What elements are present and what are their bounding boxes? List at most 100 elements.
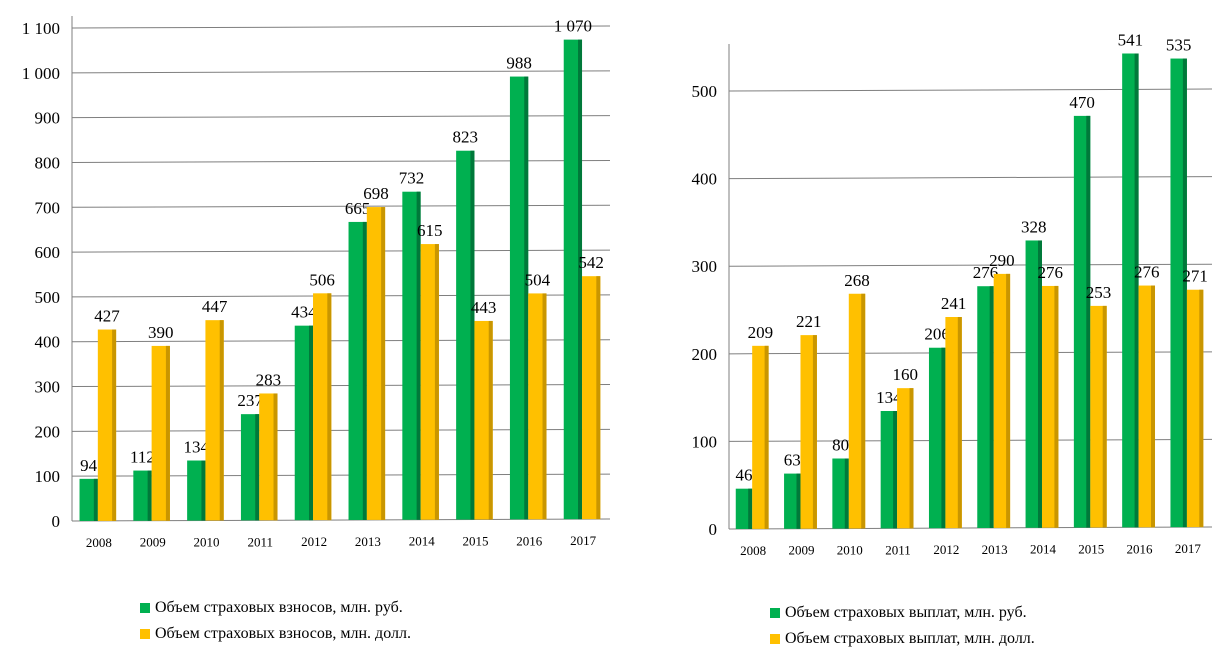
data-label: 698 <box>363 184 389 203</box>
bar-side <box>1006 273 1011 528</box>
bar <box>456 150 475 520</box>
bar <box>528 293 547 520</box>
y-tick-label: 700 <box>35 198 61 217</box>
bar-side <box>327 293 332 521</box>
y-tick-label: 400 <box>692 170 718 189</box>
y-tick-label: 500 <box>35 288 61 307</box>
gridline <box>728 176 1213 180</box>
data-label: 253 <box>1086 283 1112 302</box>
data-label: 80 <box>832 435 849 454</box>
bar <box>402 191 421 520</box>
data-label: 237 <box>237 391 263 410</box>
bar <box>928 347 946 529</box>
x-tick-label: 2011 <box>885 542 911 557</box>
y-tick-label: 800 <box>35 153 61 172</box>
premiums-legend: Объем страховых взносов, млн. руб. Объем… <box>140 595 411 647</box>
data-label: 427 <box>94 307 120 326</box>
legend-label: Объем страховых выплат, млн. руб. <box>785 604 1027 621</box>
bar-side <box>1102 305 1107 528</box>
data-label: 134 <box>184 438 210 457</box>
data-label: 290 <box>989 251 1015 270</box>
bar-side <box>796 473 801 529</box>
bar-side <box>112 329 117 521</box>
legend-item-payouts-usd: Объем страховых выплат, млн. долл. <box>770 626 1035 652</box>
legend-swatch-yellow <box>770 634 780 644</box>
bar-side <box>941 347 946 529</box>
bar-side <box>255 414 260 521</box>
bar-side <box>1086 115 1091 528</box>
bar <box>187 460 206 521</box>
payouts-legend: Объем страховых выплат, млн. руб. Объем … <box>770 600 1035 652</box>
bar-side <box>381 207 386 520</box>
data-label: 732 <box>399 169 425 188</box>
data-label: 434 <box>291 303 317 322</box>
bar <box>832 458 849 529</box>
x-tick-label: 2008 <box>86 535 112 550</box>
bar-side <box>1037 240 1042 528</box>
bar <box>1186 289 1204 528</box>
bar-side <box>989 286 994 528</box>
bar <box>1090 305 1107 528</box>
data-label: 221 <box>796 312 822 331</box>
x-tick-label: 2014 <box>1030 542 1057 557</box>
bar-side <box>165 345 170 521</box>
bar-side <box>219 320 224 521</box>
y-tick-label: 400 <box>35 333 61 352</box>
bar <box>348 221 367 520</box>
bar-side <box>748 488 753 529</box>
gridline <box>71 249 611 253</box>
y-tick-label: 900 <box>35 109 61 128</box>
bar-side <box>273 393 278 521</box>
bar <box>79 478 98 521</box>
bar <box>735 488 753 529</box>
bar-side <box>861 293 866 529</box>
y-tick-label: 200 <box>35 422 61 441</box>
bar <box>313 293 332 521</box>
data-label: 506 <box>309 270 335 289</box>
data-label: 504 <box>525 270 551 289</box>
y-tick-label: 0 <box>709 520 718 539</box>
gridline <box>71 204 611 208</box>
bar-side <box>764 345 769 529</box>
data-label: 615 <box>417 221 443 240</box>
data-label: 390 <box>148 323 174 342</box>
bar <box>897 388 914 529</box>
bar-side <box>524 76 529 520</box>
bar-side <box>488 320 493 520</box>
data-label: 160 <box>893 365 919 384</box>
x-tick-label: 2009 <box>140 535 166 550</box>
data-label: 443 <box>471 298 497 317</box>
bar <box>133 470 152 521</box>
x-tick-label: 2017 <box>570 533 597 548</box>
legend-label: Объем страховых взносов, млн. руб. <box>155 599 403 616</box>
bar <box>582 276 601 520</box>
data-label: 541 <box>1118 30 1144 49</box>
bar-side <box>434 244 439 520</box>
data-label: 823 <box>453 128 479 147</box>
x-tick-label: 2012 <box>301 534 327 549</box>
bar-side <box>416 191 421 520</box>
data-label: 470 <box>1069 93 1095 112</box>
bar <box>848 293 866 529</box>
y-tick-label: 200 <box>692 345 718 364</box>
bar <box>800 335 817 529</box>
y-tick-label: 1 100 <box>22 19 60 38</box>
bar <box>259 393 278 521</box>
x-tick-label: 2015 <box>463 534 489 549</box>
bar-side <box>844 458 849 529</box>
x-tick-label: 2010 <box>194 535 220 550</box>
bar-side <box>909 388 914 529</box>
data-label: 94 <box>80 456 98 475</box>
premiums-chart: 0 100 200 300 400 500 600 700 800 900 1 000 1 100 94… <box>22 16 611 550</box>
y-tick-label: 300 <box>692 257 718 276</box>
legend-label: Объем страховых взносов, млн. долл. <box>155 625 411 642</box>
data-label: 535 <box>1166 36 1192 55</box>
bar-side <box>93 478 98 521</box>
y-tick-label: 0 <box>52 512 61 531</box>
data-label: 268 <box>844 271 870 290</box>
bar <box>1122 53 1139 528</box>
x-tick-label: 2012 <box>933 542 959 557</box>
data-label: 276 <box>973 263 999 282</box>
bar <box>420 244 439 520</box>
bar <box>1138 285 1156 528</box>
